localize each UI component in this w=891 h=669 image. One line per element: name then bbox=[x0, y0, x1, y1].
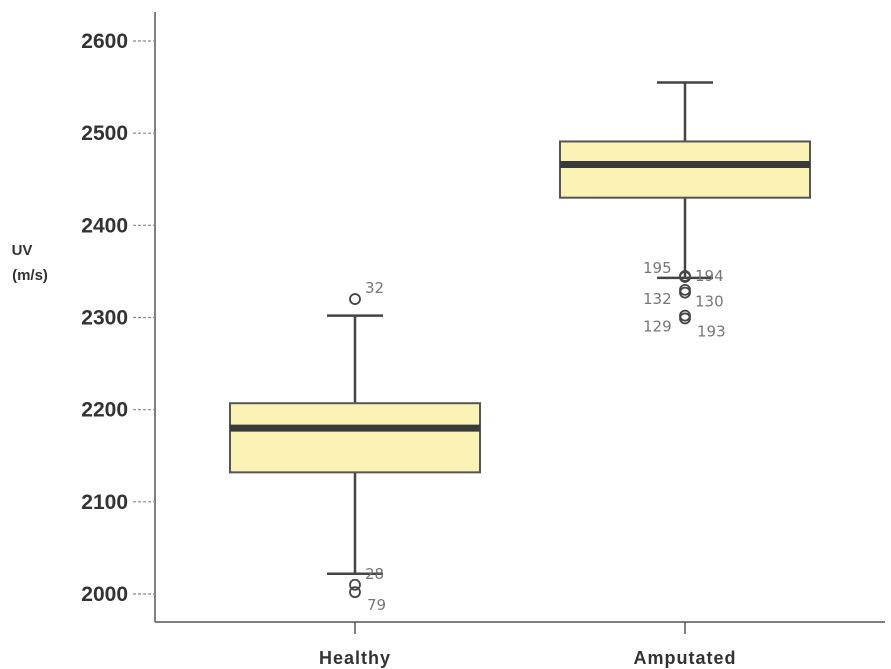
outlier-label: 130 bbox=[695, 293, 724, 311]
outlier-label: 129 bbox=[643, 318, 672, 336]
outlier-label: 32 bbox=[365, 279, 384, 297]
y-axis-label-line1: UV bbox=[12, 242, 33, 259]
outlier-point bbox=[679, 312, 691, 325]
outlier-label: 194 bbox=[695, 267, 724, 285]
y-tick-label: 2000 bbox=[81, 583, 128, 606]
y-tick-label: 2100 bbox=[81, 491, 128, 514]
x-tick-label: Amputated bbox=[634, 648, 737, 668]
y-axis-ticks: 2000 2100 2200 2300 2400 2500 2600 bbox=[81, 30, 155, 606]
outlier-label: 28 bbox=[365, 565, 384, 583]
outlier-point bbox=[349, 586, 361, 599]
y-tick-label: 2600 bbox=[81, 30, 128, 53]
x-axis-labels: Healthy Amputated bbox=[319, 622, 737, 668]
x-tick-label: Healthy bbox=[319, 648, 391, 668]
y-tick-label: 2400 bbox=[81, 214, 128, 237]
y-tick-label: 2200 bbox=[81, 399, 128, 422]
y-tick-label: 2500 bbox=[81, 122, 128, 145]
outlier-point bbox=[349, 578, 361, 591]
axes bbox=[154, 12, 885, 623]
outlier-label: 79 bbox=[367, 596, 386, 614]
outlier-label: 132 bbox=[643, 290, 672, 308]
y-tick-label: 2300 bbox=[81, 307, 128, 330]
outlier-label: 193 bbox=[697, 322, 726, 340]
outlier-point bbox=[349, 293, 361, 305]
iqr-box bbox=[559, 140, 811, 199]
box-healthy: 32 28 79 bbox=[229, 279, 481, 614]
box-amputated: 195 194 132 130 129 193 bbox=[559, 81, 811, 340]
iqr-box bbox=[229, 402, 481, 474]
outlier-point bbox=[679, 271, 691, 283]
outlier-point bbox=[679, 286, 691, 299]
outlier-label: 195 bbox=[643, 259, 672, 277]
boxes: 32 28 79 195 194 132 130 129 193 bbox=[229, 81, 811, 614]
y-axis-label-line2: (m/s) bbox=[12, 267, 48, 284]
